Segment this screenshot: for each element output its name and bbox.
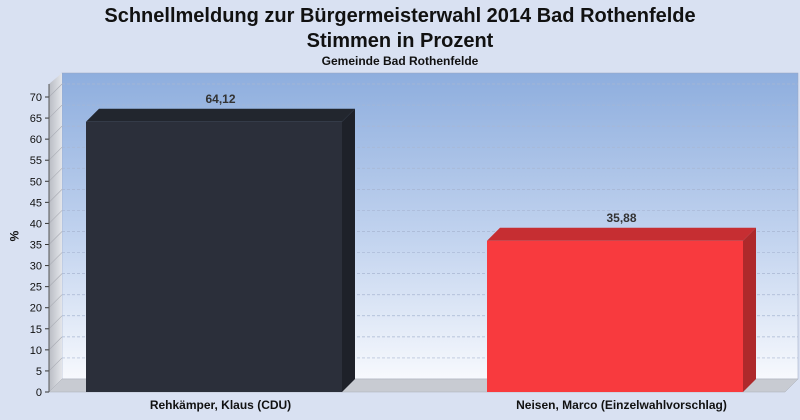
bar-value-label: 35,88 (606, 211, 636, 225)
gridline-wall (48, 147, 63, 161)
y-tick-label: 5 (36, 366, 42, 378)
gridline-wall (48, 210, 63, 224)
y-tick-label: 15 (30, 324, 42, 336)
gridline-wall (48, 168, 63, 182)
bar-value-label: 64,12 (205, 92, 235, 106)
bar-side (743, 227, 756, 392)
y-tick-label: 25 (30, 282, 42, 294)
bar (487, 240, 743, 392)
bar-top (487, 227, 756, 241)
gridline-wall (48, 189, 63, 203)
y-tick-label: 45 (30, 197, 42, 209)
x-category-label: Neisen, Marco (Einzelwahlvorschlag) (516, 398, 727, 412)
y-tick-label: 65 (30, 113, 42, 125)
y-tick-label: 60 (30, 134, 42, 146)
y-tick-label: 10 (30, 345, 42, 357)
gridline-wall (48, 104, 63, 119)
gridline-wall (48, 273, 63, 287)
y-tick-label: 55 (30, 155, 42, 167)
gridline-wall (48, 252, 63, 266)
y-tick-label: 30 (30, 261, 42, 273)
y-tick-label: 20 (30, 303, 42, 315)
gridline-wall (48, 231, 63, 245)
plot-side-wall (49, 73, 62, 392)
gridline-wall (48, 336, 63, 351)
chart-subtitle: Stimmen in Prozent (306, 30, 494, 52)
gridline-wall (48, 125, 63, 140)
y-tick-label: 0 (36, 387, 42, 399)
gridline-wall (48, 315, 63, 329)
gridline-wall (48, 83, 63, 98)
y-tick-label: 70 (30, 92, 42, 104)
y-tick-label: 35 (30, 240, 42, 252)
bar (86, 121, 342, 392)
bar-side (342, 108, 355, 392)
x-category-label: Rehkämper, Klaus (CDU) (150, 398, 291, 412)
y-tick-label: 50 (30, 176, 42, 188)
bar-top (86, 108, 355, 122)
gridline-wall (48, 294, 63, 308)
chart-title: Schnellmeldung zur Bürgermeisterwahl 201… (104, 5, 696, 27)
y-tick-label: 40 (30, 218, 42, 230)
chart-caption: Gemeinde Bad Rothenfelde (321, 54, 479, 68)
gridline-wall (48, 357, 63, 372)
